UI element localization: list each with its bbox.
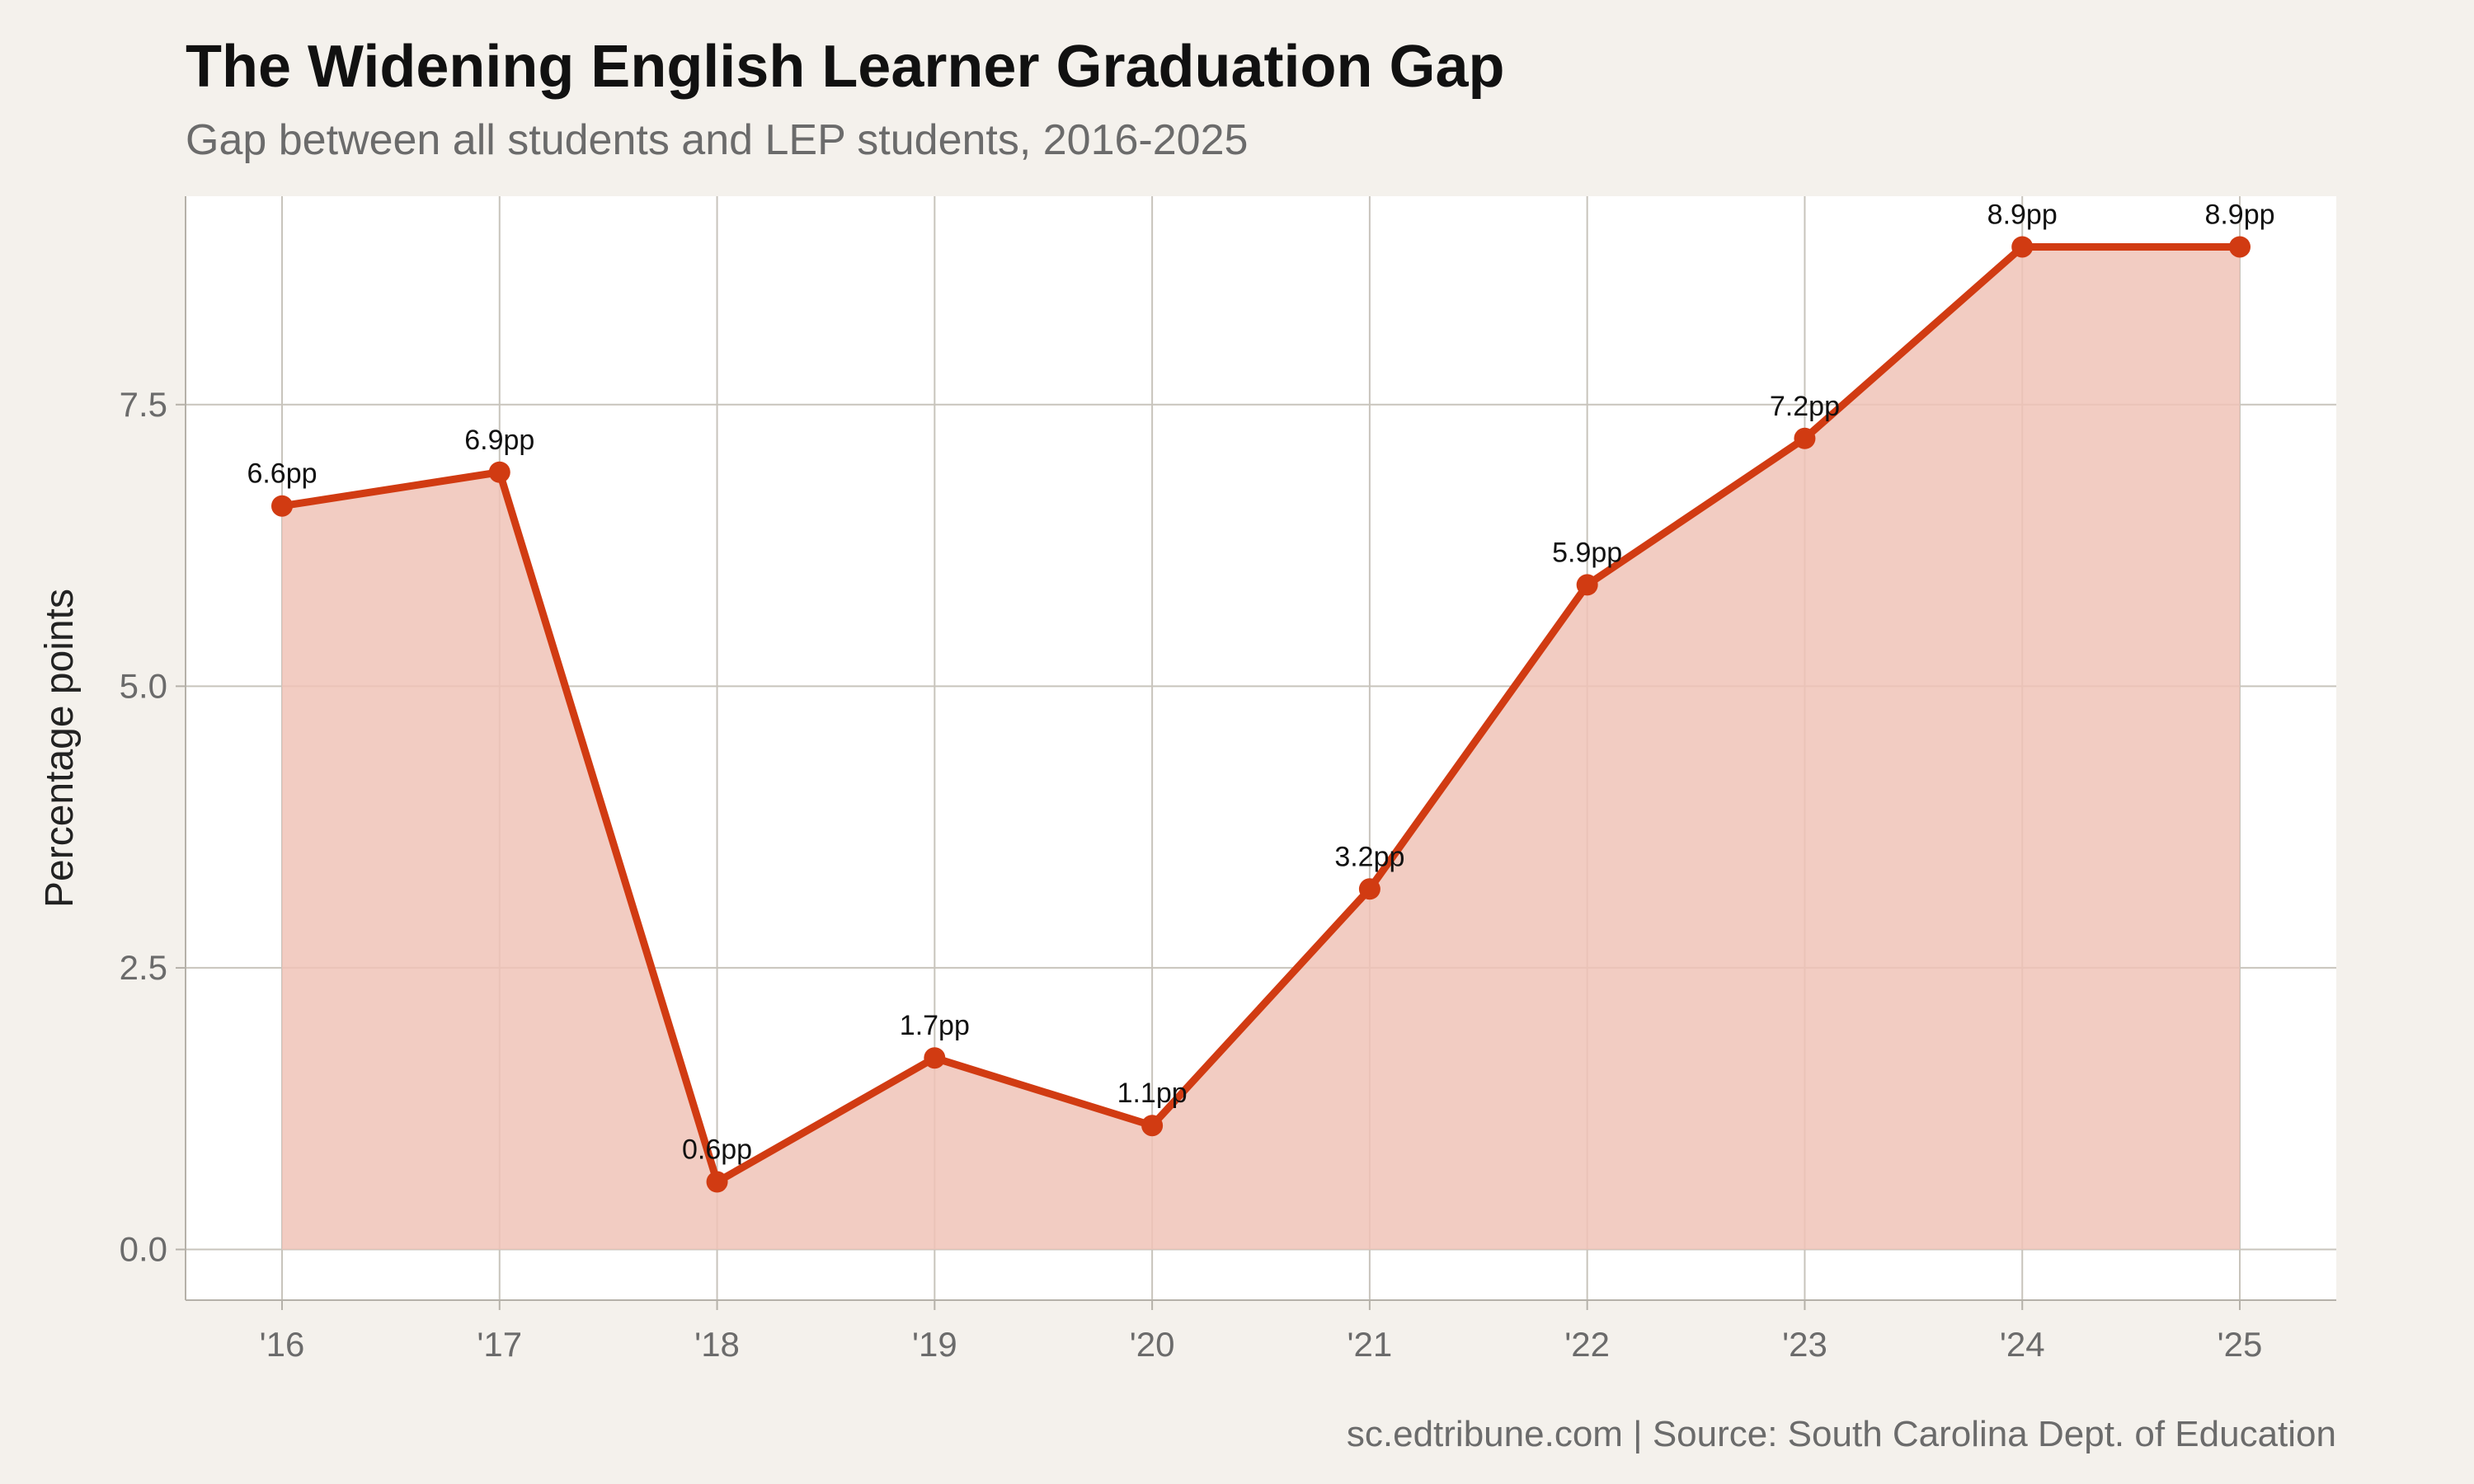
tick-labels: 0.0 2.5 5.0 7.5 '16 '17 '18 '19 '20 '21 '22 '23 '24 '… bbox=[120, 385, 2263, 1364]
data-labels: 6.6pp 6.9pp 0.6pp 1.7pp 1.1pp 3.2pp 5.9pp 7.2pp… bbox=[247, 199, 2274, 1165]
x-tick-label: '18 bbox=[694, 1325, 740, 1364]
data-point bbox=[2229, 236, 2251, 258]
data-label: 8.9pp bbox=[1987, 199, 2058, 230]
source-caption: sc.edtribune.com | Source: South Carolin… bbox=[1346, 1414, 2336, 1454]
data-label: 5.9pp bbox=[1552, 537, 1622, 568]
y-tick-label: 5.0 bbox=[120, 666, 167, 705]
data-point bbox=[1358, 878, 1380, 900]
chart-subtitle: Gap between all students and LEP student… bbox=[186, 116, 1249, 164]
data-label: 3.2pp bbox=[1334, 841, 1404, 872]
data-point bbox=[1794, 427, 1816, 449]
data-label: 6.9pp bbox=[464, 425, 534, 456]
data-label: 6.6pp bbox=[247, 458, 317, 490]
y-tick-label: 2.5 bbox=[120, 948, 167, 987]
y-tick-label: 7.5 bbox=[120, 385, 167, 424]
points-layer bbox=[271, 236, 2251, 1193]
x-tick-label: '17 bbox=[477, 1325, 522, 1364]
line-layer bbox=[278, 242, 2244, 1186]
x-tick-label: '25 bbox=[2218, 1325, 2263, 1364]
x-tick-label: '21 bbox=[1348, 1325, 1393, 1364]
chart-title: The Widening English Learner Graduation … bbox=[186, 34, 1505, 100]
series-line bbox=[278, 242, 2244, 1186]
data-point bbox=[1141, 1115, 1164, 1137]
data-label: 7.2pp bbox=[1770, 391, 1840, 422]
x-tick-label: '16 bbox=[260, 1325, 305, 1364]
area-fill bbox=[282, 247, 2240, 1250]
data-point bbox=[706, 1171, 728, 1193]
x-tick-label: '22 bbox=[1564, 1325, 1610, 1364]
data-point bbox=[271, 495, 293, 517]
x-tick-label: '23 bbox=[1782, 1325, 1827, 1364]
data-point bbox=[924, 1047, 946, 1069]
x-tick-label: '24 bbox=[2000, 1325, 2045, 1364]
data-point bbox=[2011, 236, 2034, 258]
data-label: 0.6pp bbox=[682, 1134, 752, 1166]
axes bbox=[176, 196, 2336, 1310]
data-point bbox=[1576, 574, 1598, 596]
y-tick-label: 0.0 bbox=[120, 1230, 167, 1269]
data-label: 1.1pp bbox=[1117, 1078, 1188, 1109]
data-label: 8.9pp bbox=[2204, 199, 2274, 230]
area-layer bbox=[282, 247, 2240, 1250]
data-label: 1.7pp bbox=[900, 1010, 970, 1041]
x-tick-label: '19 bbox=[912, 1325, 957, 1364]
data-point bbox=[488, 461, 510, 483]
x-tick-label: '20 bbox=[1130, 1325, 1175, 1364]
y-axis-title: Percentage points bbox=[38, 589, 82, 908]
